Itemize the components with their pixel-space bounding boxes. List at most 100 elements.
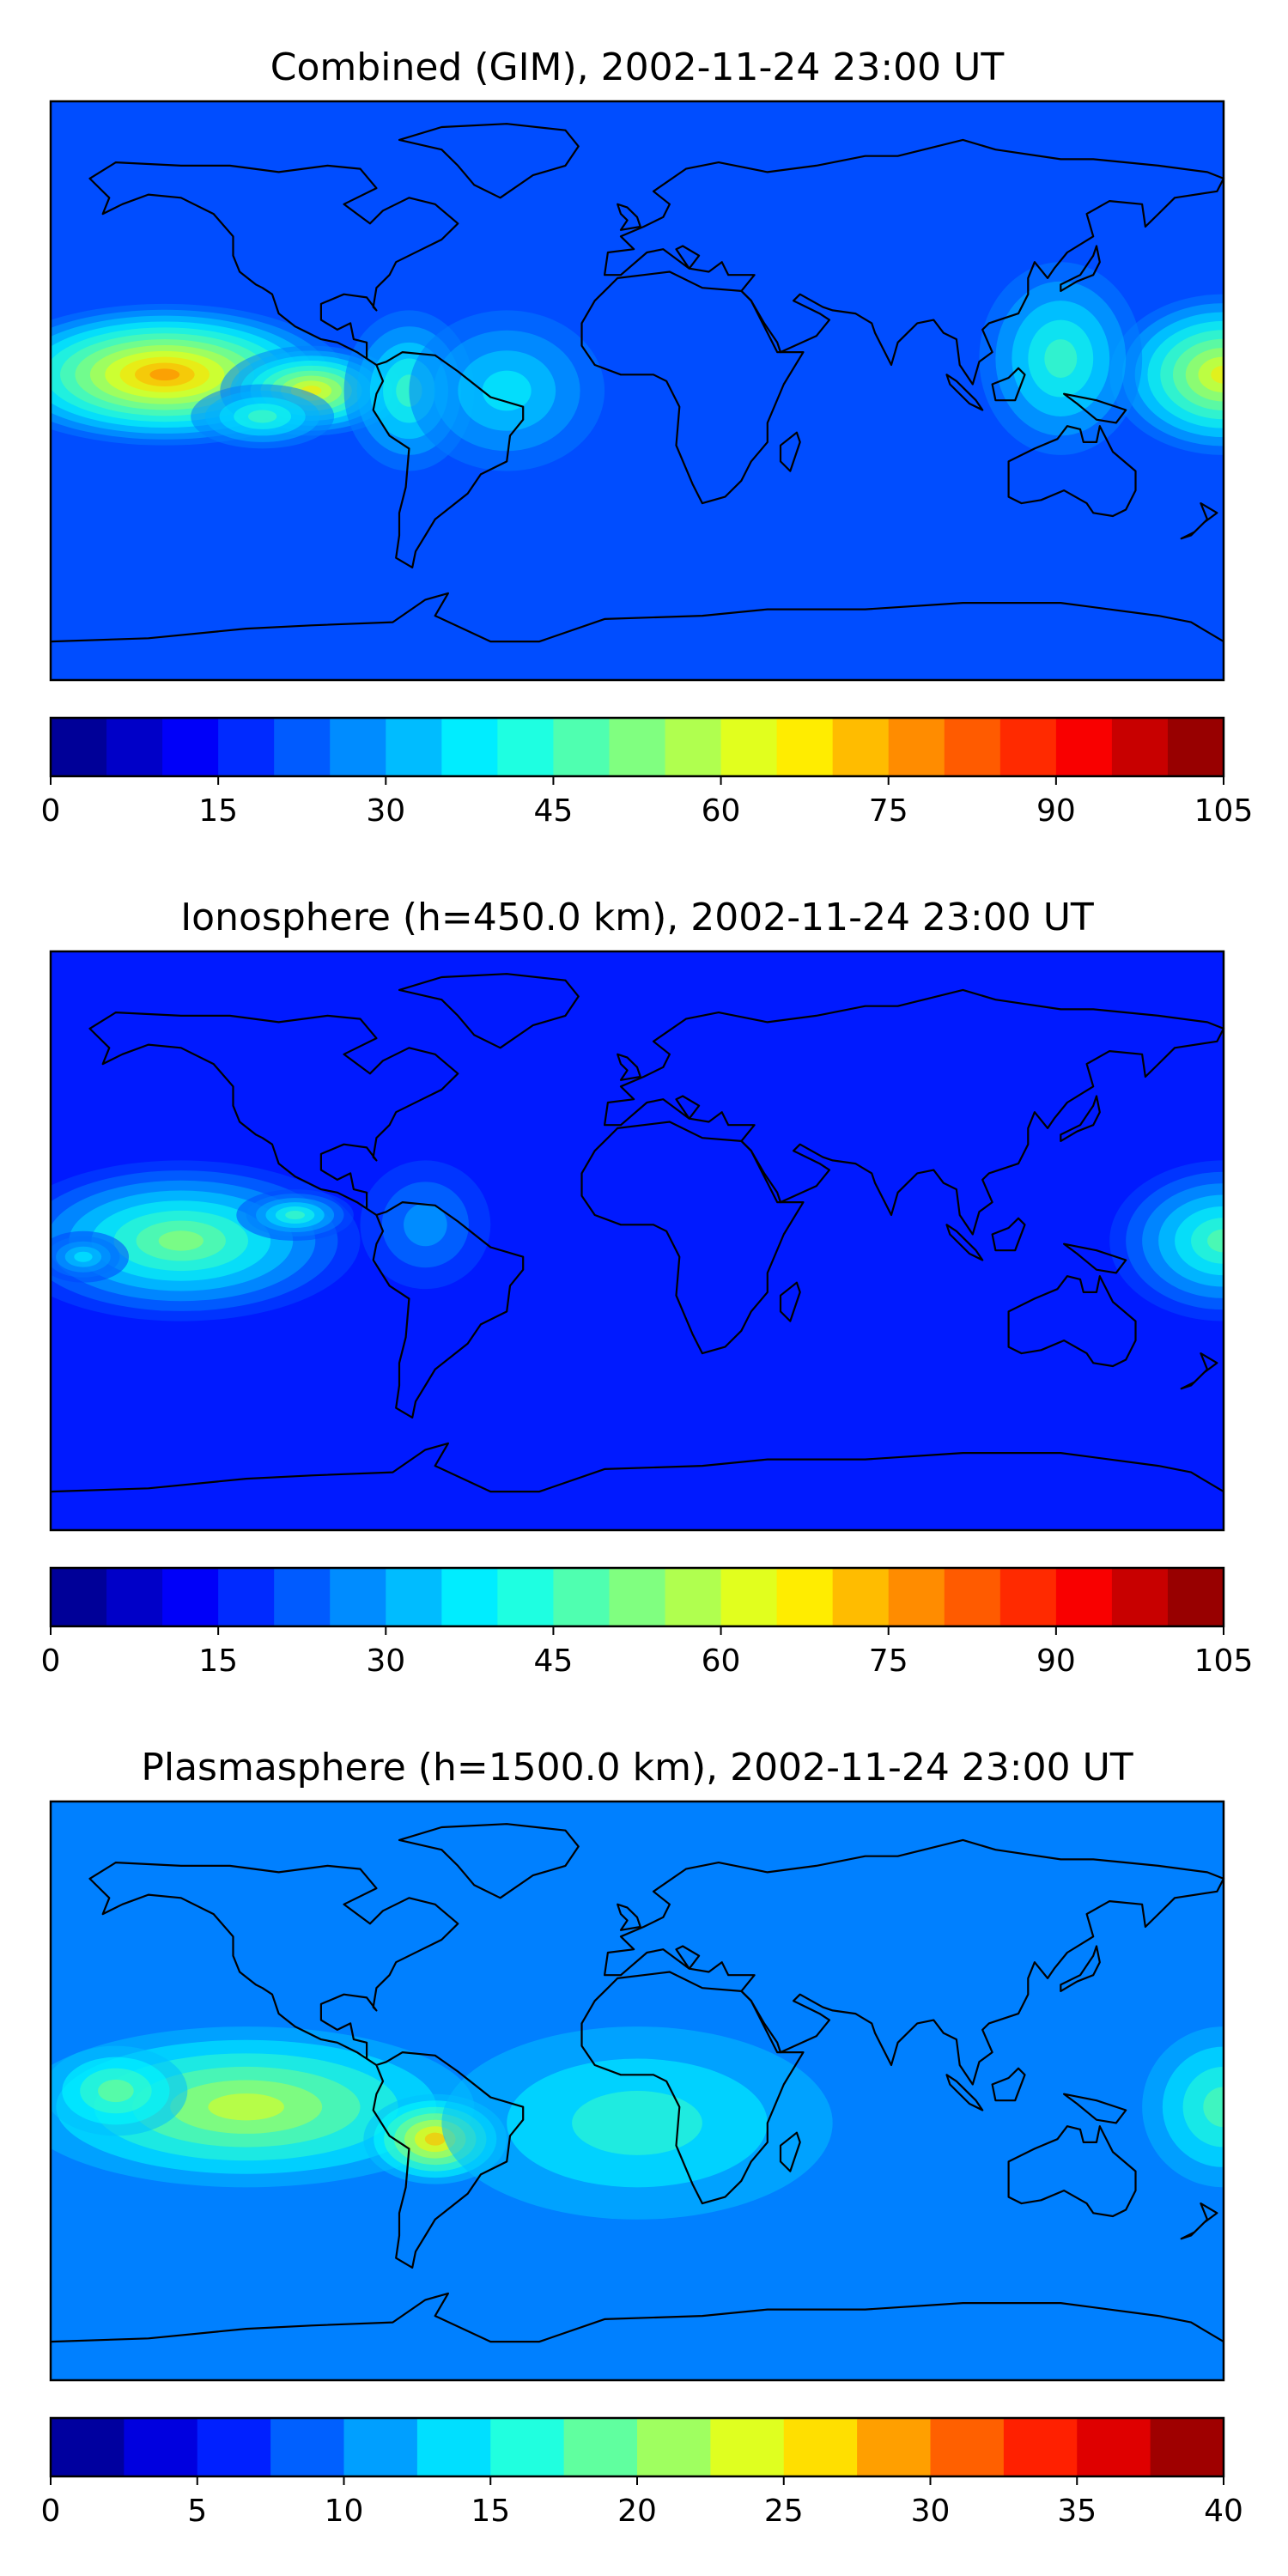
colorbar-bin — [197, 2418, 271, 2476]
colorbar-tick-label: 0 — [41, 1643, 61, 1679]
coastline-new-zealand — [1180, 1352, 1218, 1390]
coastline-south-america — [372, 351, 525, 569]
panel-combined: Combined (GIM), 2002-11-24 23:00 UT 0 15 3… — [41, 46, 1254, 829]
coastline-antarctica — [50, 592, 1224, 643]
coastline-sumatra — [945, 2074, 984, 2111]
coastline-sumatra — [945, 1224, 984, 1261]
colorbar-bin — [1077, 2418, 1151, 2476]
colorbar-tick-label: 25 — [764, 2494, 804, 2529]
colorbar-bin — [857, 2418, 931, 2476]
contour-level — [424, 2132, 446, 2146]
coastlines — [50, 123, 1225, 643]
panel-title: Combined (GIM), 2002-11-24 23:00 UT — [270, 46, 1005, 89]
coastline-new-guinea — [1062, 1242, 1127, 1274]
colorbar-bin — [330, 1568, 386, 1626]
colorbar-bin — [330, 718, 386, 776]
coastline-borneo — [991, 367, 1026, 402]
coastline-new-zealand — [1180, 501, 1218, 540]
colorbar-bin — [563, 2418, 638, 2476]
colorbar-bins — [51, 1568, 1224, 1626]
colorbar-bin — [944, 718, 1001, 776]
colorbar-bin — [162, 1568, 219, 1626]
colorbar-tick-label: 15 — [471, 2494, 510, 2529]
coastline-borneo — [991, 1217, 1026, 1252]
coastline-south-america — [372, 2051, 525, 2269]
colorbar-bin — [497, 718, 554, 776]
colorbar-tick-label: 15 — [198, 1643, 238, 1679]
coastline-japan — [1060, 1095, 1101, 1143]
coastline-greenland — [398, 973, 580, 1049]
map-plot — [49, 1800, 1225, 2382]
colorbar-tick-label: 10 — [325, 2494, 364, 2529]
colorbar-tick-label: 105 — [1194, 793, 1254, 829]
colorbar-tick-label: 30 — [366, 793, 405, 829]
tec-contour-field — [51, 951, 1224, 1530]
coastline-uk — [617, 203, 641, 231]
panel-title: Plasmasphere (h=1500.0 km), 2002-11-24 2… — [141, 1746, 1133, 1789]
coastline-uk — [617, 1053, 641, 1081]
coastline-uk — [617, 1903, 641, 1931]
colorbar-bin — [776, 718, 834, 776]
contour-level — [572, 2091, 702, 2155]
contour-level — [404, 1203, 447, 1247]
coastline-new-zealand — [1180, 2202, 1218, 2240]
colorbar-bin — [386, 1568, 442, 1626]
colorbar-tick-label: 75 — [869, 793, 908, 829]
contour-level — [1207, 1229, 1224, 1253]
colorbar-bin — [274, 718, 331, 776]
colorbar-frame — [49, 716, 1225, 778]
map-frame — [49, 1800, 1225, 2382]
coastline-new-guinea — [1062, 392, 1127, 424]
colorbar-ticks: 0 15 30 45 60 75 90 105 — [41, 1626, 1253, 1679]
contour-level — [1203, 2087, 1224, 2128]
colorbar-bin — [609, 718, 666, 776]
colorbar: 0 5 10 15 20 25 30 35 40 — [41, 2416, 1243, 2529]
contour-level — [208, 2093, 284, 2121]
coastline-japan — [1060, 1945, 1101, 1992]
colorbar-bin — [832, 1568, 890, 1626]
colorbar: 0 15 30 45 60 75 90 105 — [41, 716, 1254, 829]
colorbar-bin — [1150, 2418, 1224, 2476]
colorbar-bin — [1055, 718, 1113, 776]
colorbar-bin — [51, 718, 107, 776]
colorbar-tick-label: 60 — [702, 1643, 741, 1679]
colorbar-bin — [124, 2418, 198, 2476]
colorbar-tick-label: 20 — [617, 2494, 657, 2529]
contour-level — [1044, 339, 1078, 379]
coastline-new-guinea — [1062, 2093, 1127, 2124]
colorbar-bin — [270, 2418, 344, 2476]
coastline-eurasia — [603, 1838, 1225, 2086]
contour-level — [74, 1251, 93, 1262]
tec-contour-field — [51, 1801, 1224, 2380]
colorbar-ticks: 0 5 10 15 20 25 30 35 40 — [41, 2476, 1243, 2529]
colorbar-bin — [665, 1568, 722, 1626]
coastline-borneo — [991, 2067, 1026, 2102]
colorbar-bin — [1111, 1568, 1169, 1626]
colorbar-tick-label: 0 — [41, 793, 61, 829]
panel-title: Ionosphere (h=450.0 km), 2002-11-24 23:0… — [180, 896, 1094, 939]
contour-level — [158, 1230, 204, 1251]
coastline-eurasia — [603, 988, 1225, 1236]
colorbar-ticks: 0 15 30 45 60 75 90 105 — [41, 776, 1254, 829]
coastline-madagascar — [779, 431, 801, 472]
colorbar-bin — [490, 2418, 565, 2476]
coastline-antarctica — [50, 1442, 1224, 1493]
colorbar-bin — [665, 718, 722, 776]
colorbar-bin — [999, 1568, 1057, 1626]
coastline-madagascar — [779, 1281, 801, 1322]
colorbar-bin — [944, 1568, 1001, 1626]
colorbar-bin — [274, 1568, 331, 1626]
colorbar-tick-label: 5 — [187, 2494, 207, 2529]
contour-level — [285, 1211, 305, 1220]
colorbar-bin — [720, 718, 778, 776]
colorbar-tick-label: 75 — [869, 1643, 908, 1679]
map-frame — [49, 950, 1225, 1532]
coastline-africa — [580, 1971, 805, 2205]
coastline-japan — [1060, 245, 1101, 292]
colorbar-bin — [441, 718, 498, 776]
colorbar-bin — [343, 2418, 418, 2476]
colorbar-tick-label: 35 — [1057, 2494, 1097, 2529]
colorbar-tick-label: 45 — [534, 1643, 574, 1679]
colorbar-bin — [1111, 718, 1169, 776]
colorbar-tick-label: 0 — [41, 2494, 61, 2529]
